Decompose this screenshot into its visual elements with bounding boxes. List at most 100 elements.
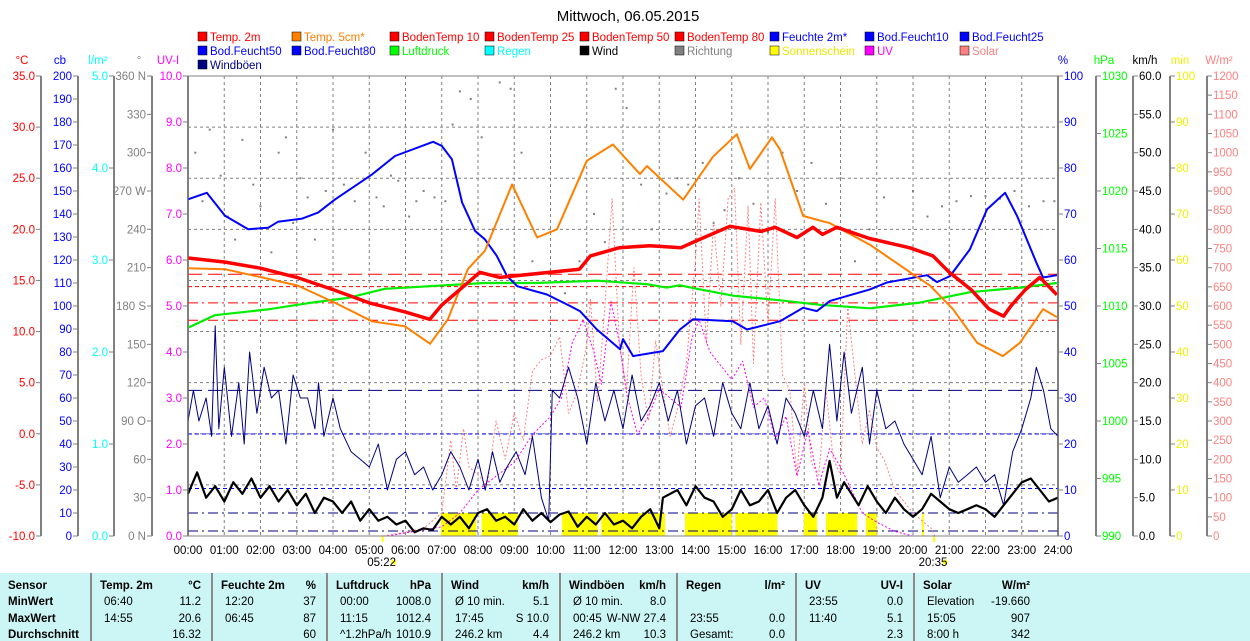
- tick-label-solar: 1100: [1213, 109, 1238, 121]
- x-tick-label: 02:00: [246, 545, 275, 557]
- column-header: Windböen: [569, 580, 625, 592]
- tick-label-min: 100: [1176, 71, 1195, 83]
- legend-swatch: [769, 31, 780, 42]
- stat-label: 06:40: [104, 596, 133, 608]
- wind-direction-point: [701, 161, 704, 164]
- column-header: Temp. 2m: [100, 580, 153, 592]
- tick-label-uv: 10.0: [160, 71, 182, 83]
- tick-label-solar: 1000: [1213, 148, 1239, 160]
- tick-label-solar: 650: [1213, 282, 1232, 294]
- tick-label-uv: 4.0: [166, 347, 182, 359]
- stat-label: Ø 10 min.: [573, 596, 623, 608]
- series-luftdruck: [187, 279, 1058, 329]
- tick-label-hpa: 995: [1102, 474, 1121, 486]
- tick-label-dir: 90 O: [121, 416, 146, 428]
- tick-label-min: 50: [1176, 301, 1189, 313]
- legend-label: Temp. 5cm*: [304, 32, 365, 44]
- tick-label-kmh: 5.0: [1139, 493, 1155, 505]
- tick-label-solar: 50: [1213, 512, 1226, 524]
- wind-direction-point: [284, 136, 287, 139]
- tick-label-uv: 3.0: [166, 393, 182, 405]
- legend-swatch: [197, 31, 208, 42]
- tick-label-cb: 110: [54, 278, 72, 290]
- legend-label: BodenTemp 10: [402, 32, 479, 44]
- x-tick-label: 22:00: [971, 545, 1000, 557]
- tick-label-min: 40: [1176, 347, 1189, 359]
- stat-label: Elevation: [927, 596, 975, 608]
- wind-direction-point: [364, 151, 367, 154]
- x-tick-label: 14:00: [681, 545, 710, 557]
- sunshine-bar: [684, 513, 732, 536]
- series-windb-en: [187, 325, 1059, 522]
- tick-label-temp: 25.0: [13, 173, 35, 185]
- legend-swatch: [674, 31, 685, 42]
- tick-label-cb: 20: [59, 485, 72, 497]
- wind-direction-point: [219, 174, 222, 177]
- tick-label-hum: 80: [1064, 163, 1077, 175]
- tick-label-hum: 10: [1064, 485, 1077, 497]
- axis-unit-kmh: km/h: [1133, 55, 1158, 67]
- wind-direction-point: [324, 190, 327, 192]
- x-tick-label: 05:00: [355, 545, 384, 557]
- tick-label-min: 20: [1176, 439, 1189, 451]
- wind-direction-point: [469, 98, 472, 100]
- axis-unit-hpa: hPa: [1094, 55, 1115, 67]
- tick-label-hpa: 1030: [1102, 71, 1128, 83]
- stats-column: Regen l/m² 23:55 0.0 Gesamt: 0.0: [678, 573, 797, 641]
- tick-label-dir: 240: [127, 224, 146, 236]
- tick-label-temp: -5.0: [15, 480, 35, 492]
- sunshine-bar: [601, 513, 666, 536]
- stats-column: Wind km/h Ø 10 min. 5.1 17:45 S 10.0 246.2 km 4…: [443, 573, 561, 641]
- wind-direction-point: [458, 90, 461, 93]
- axis-unit-dir: °: [137, 55, 142, 67]
- legend-label: Temp. 2m: [210, 32, 261, 44]
- tick-label-kmh: 20.0: [1139, 378, 1161, 390]
- legend-swatch: [484, 45, 495, 56]
- wind-direction-point: [375, 196, 378, 199]
- stats-column: Feuchte 2m% 12:20 37 06:45 87 60: [213, 573, 328, 641]
- tick-label-min: 30: [1176, 393, 1189, 405]
- wind-direction-point: [292, 221, 295, 224]
- stat-value: 87: [303, 613, 316, 625]
- tick-label-hpa: 1000: [1102, 416, 1128, 428]
- wind-direction-point: [306, 196, 309, 199]
- wind-direction-point: [353, 200, 356, 203]
- wind-direction-point: [839, 177, 842, 180]
- column-unit: l/m²: [764, 580, 785, 592]
- tick-label-hum: 50: [1064, 301, 1077, 313]
- wind-direction-point: [241, 138, 244, 141]
- column-header: Luftdruck: [336, 580, 390, 592]
- tick-label-dir: 0 N: [128, 531, 146, 543]
- wind-direction-point: [941, 205, 943, 208]
- x-tick-label: 15:00: [717, 545, 746, 557]
- stat-label: Ø 10 min.: [455, 596, 505, 608]
- legend-swatch: [864, 45, 875, 56]
- wind-direction-point: [665, 192, 668, 195]
- x-tick-label: 20:00: [899, 545, 928, 557]
- x-tick-label: 12:00: [609, 545, 638, 557]
- x-tick-label: 09:00: [500, 545, 529, 557]
- tick-label-hum: 60: [1064, 255, 1077, 267]
- legend-label: Sonnenschein: [782, 46, 855, 58]
- tick-label-solar: 1050: [1213, 129, 1239, 141]
- tick-label-hpa: 1005: [1102, 359, 1128, 371]
- tick-label-cb: 0: [66, 531, 72, 543]
- row-label: Durchschnitt: [8, 629, 79, 641]
- wind-direction-point: [332, 128, 334, 131]
- column-unit: km/h: [522, 580, 549, 592]
- legend-label: Bod.Feucht10: [877, 32, 949, 44]
- column-unit: W/m²: [1001, 580, 1030, 592]
- legend-swatch: [579, 31, 590, 42]
- wind-direction-point: [259, 205, 262, 208]
- legend-swatch: [291, 31, 302, 42]
- wind-direction-point: [1042, 200, 1045, 203]
- sun-icon: [942, 559, 948, 565]
- wind-direction-point: [955, 200, 958, 203]
- series-solar: [382, 187, 936, 537]
- legend-swatch: [484, 31, 495, 42]
- tick-label-rain: 4.0: [92, 163, 108, 175]
- tick-label-rain: 2.0: [92, 347, 108, 359]
- wind-direction-point: [299, 177, 302, 180]
- axis-unit-min: min: [1171, 55, 1190, 67]
- column-header: Regen: [686, 580, 722, 592]
